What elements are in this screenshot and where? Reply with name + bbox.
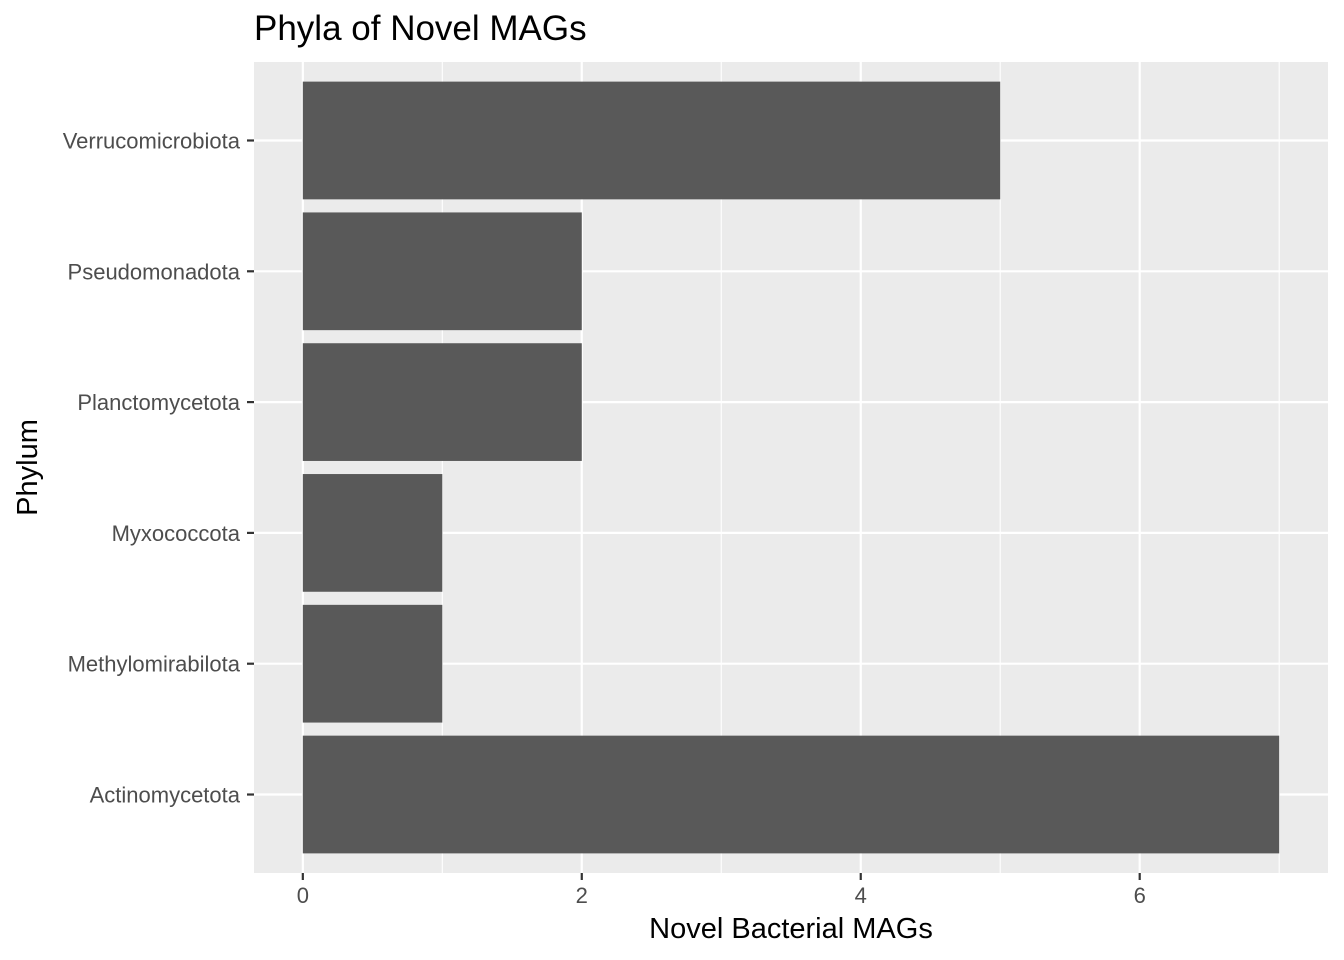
bar-myxococcota — [302, 474, 443, 592]
x-tick-label: 4 — [855, 883, 867, 908]
y-tick-label: Myxococcota — [112, 521, 241, 546]
y-tick-label: Planctomycetota — [77, 390, 240, 415]
x-axis-title: Novel Bacterial MAGs — [649, 913, 933, 945]
x-tick-label: 6 — [1134, 883, 1146, 908]
bar-verrucomicrobiota — [302, 81, 1001, 200]
y-axis: Actinomycetota Methylomirabilota Myxococco… — [63, 128, 254, 808]
bar-methylomirabilota — [302, 604, 443, 723]
y-axis-title: Phylum — [12, 419, 44, 516]
bar-pseudomonadota — [302, 212, 582, 331]
y-tick-label: Pseudomonadota — [68, 259, 241, 284]
chart-title: Phyla of Novel MAGs — [254, 9, 587, 48]
bars — [302, 81, 1280, 854]
x-tick-label: 0 — [297, 883, 309, 908]
bar-planctomycetota — [302, 343, 582, 461]
y-tick-label: Verrucomicrobiota — [63, 128, 241, 153]
bar-actinomycetota — [302, 735, 1280, 854]
x-tick-label: 2 — [576, 883, 588, 908]
x-axis: 0 2 4 6 — [297, 873, 1146, 908]
y-tick-label: Actinomycetota — [90, 783, 241, 808]
y-tick-label: Methylomirabilota — [68, 652, 241, 677]
